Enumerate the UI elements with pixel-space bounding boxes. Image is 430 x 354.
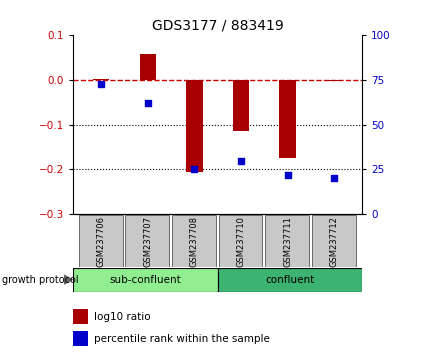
Bar (311, 215, 355, 267)
Polygon shape (64, 274, 73, 285)
Bar (264, 215, 308, 267)
Text: GSM237708: GSM237708 (190, 216, 198, 267)
Bar (79, 215, 123, 267)
Bar (218, 215, 262, 267)
Text: GSM237711: GSM237711 (283, 216, 292, 267)
Bar (186, 80, 202, 172)
Text: percentile rank within the sample: percentile rank within the sample (94, 334, 269, 344)
Text: confluent: confluent (264, 275, 314, 285)
Bar (73, 309, 88, 324)
Text: GSM237710: GSM237710 (236, 216, 245, 267)
Point (283, 172, 290, 178)
Bar (279, 80, 295, 158)
Bar (325, 80, 341, 81)
Point (330, 176, 337, 181)
Text: sub-confluent: sub-confluent (109, 275, 181, 285)
Bar (73, 331, 88, 346)
Text: log10 ratio: log10 ratio (94, 312, 150, 322)
Point (144, 101, 151, 106)
Point (237, 158, 244, 164)
Bar (172, 215, 215, 267)
Bar (232, 80, 249, 131)
Bar (139, 54, 156, 80)
Text: GSM237706: GSM237706 (96, 216, 105, 267)
Text: GSM237712: GSM237712 (329, 216, 338, 267)
Bar (125, 215, 169, 267)
Text: GSM237707: GSM237707 (143, 216, 152, 267)
Bar (93, 79, 109, 80)
Title: GDS3177 / 883419: GDS3177 / 883419 (151, 19, 283, 33)
Bar (73, 268, 217, 292)
Bar (217, 268, 361, 292)
Point (190, 167, 197, 172)
Point (98, 81, 104, 86)
Text: growth protocol: growth protocol (2, 275, 79, 285)
